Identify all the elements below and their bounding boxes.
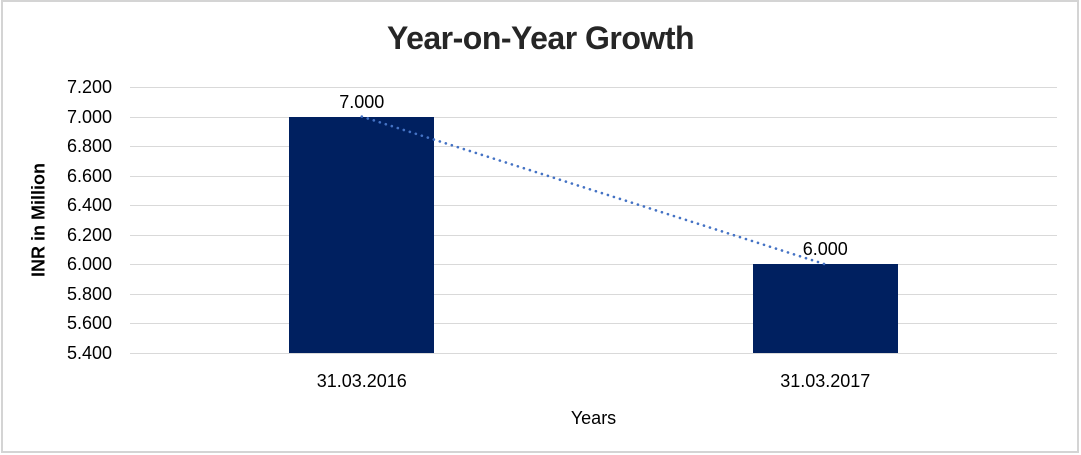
gridline (130, 353, 1057, 354)
gridline (130, 294, 1057, 295)
y-tick-label: 6.000 (66, 254, 112, 274)
x-axis-title: Years (570, 408, 617, 428)
y-tick-label: 6.600 (66, 166, 112, 186)
y-tick-label: 6.800 (66, 136, 112, 156)
y-axis-title: INR in Million (28, 163, 49, 277)
gridline (130, 235, 1057, 236)
gridline (130, 117, 1057, 118)
y-tick-label: 5.600 (66, 313, 112, 333)
chart-title: Year-on-Year Growth (386, 20, 695, 56)
y-tick-label: 6.200 (66, 225, 112, 245)
gridline (130, 323, 1057, 324)
y-tick-label: 7.000 (66, 107, 112, 127)
bar-31.03.2017 (752, 264, 898, 353)
gridline (130, 146, 1057, 147)
y-tick-label: 5.400 (66, 343, 112, 363)
y-tick-label: 6.400 (66, 195, 112, 215)
gridline (130, 87, 1057, 88)
y-tick-label: 5.800 (66, 284, 112, 304)
x-tick-label: 31.03.2017 (780, 371, 871, 391)
bar-31.03.2016 (289, 116, 435, 353)
data-label: 6.000 (802, 239, 848, 260)
x-tick-label: 31.03.2016 (316, 371, 407, 391)
gridline (130, 176, 1057, 177)
y-tick-label: 7.200 (66, 77, 112, 97)
data-label: 7.000 (339, 91, 385, 112)
gridline (130, 264, 1057, 265)
gridline (130, 205, 1057, 206)
